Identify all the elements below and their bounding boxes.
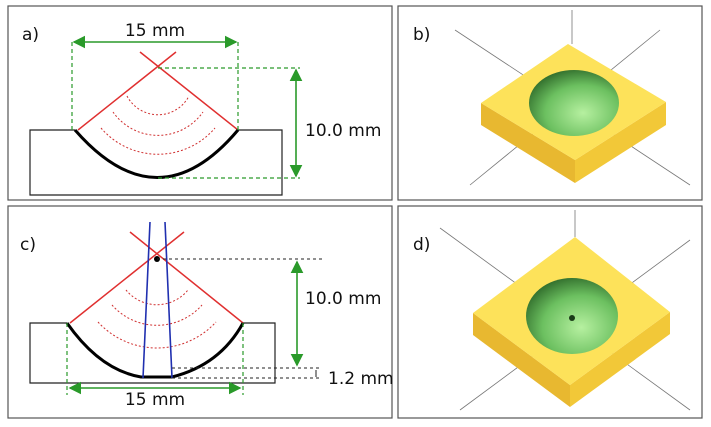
guide-lines <box>66 323 244 395</box>
block-side <box>575 102 666 183</box>
wave-arcs <box>100 95 216 155</box>
beam-lines <box>69 231 244 324</box>
block-side <box>481 103 575 183</box>
block-side <box>570 312 670 407</box>
panel-frame <box>397 5 703 201</box>
hole <box>529 70 619 136</box>
guide-lines <box>157 258 322 379</box>
depth-label: 10.0 mm <box>305 289 381 309</box>
panel-label: d) <box>413 235 430 255</box>
panel-label: b) <box>413 25 430 45</box>
offset-label: 1.2 mm <box>328 369 394 389</box>
width-label: 15 mm <box>125 390 185 410</box>
guide-lines <box>71 42 300 179</box>
panel-label: a) <box>22 25 39 45</box>
block <box>29 129 283 196</box>
panel-label: c) <box>20 235 36 255</box>
block-side <box>473 313 570 407</box>
depth-label: 10.0 mm <box>305 121 381 141</box>
panel-frame <box>7 205 393 419</box>
width-label: 15 mm <box>125 21 185 41</box>
panel-c: c) 10.0 mm 1.2 mm 15 mm <box>7 205 394 419</box>
focus-lines <box>142 221 173 379</box>
bowl <box>73 129 240 179</box>
panel-frame <box>7 5 393 201</box>
panel-a: a) 15 mm 10.0 mm <box>7 5 393 201</box>
hole-center <box>569 315 575 321</box>
panel-b: b) <box>397 5 703 201</box>
panel-frame <box>397 205 703 419</box>
bowl <box>65 322 245 379</box>
wave-arcs <box>97 289 217 349</box>
beam-lines <box>77 51 239 131</box>
panel-d: d) <box>397 205 703 419</box>
